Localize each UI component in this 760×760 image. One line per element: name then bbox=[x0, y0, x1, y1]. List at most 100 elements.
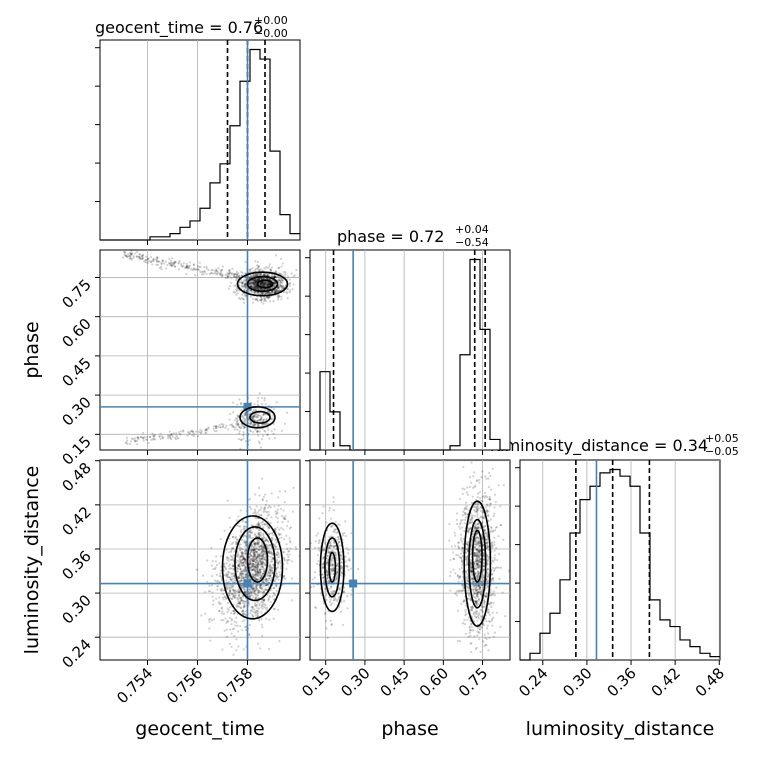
sample-point bbox=[217, 585, 220, 588]
sample-point bbox=[249, 529, 252, 532]
sample-point bbox=[468, 631, 471, 634]
sample-point bbox=[485, 644, 488, 647]
sample-point bbox=[251, 560, 254, 563]
sample-point bbox=[252, 560, 256, 563]
sample-point bbox=[274, 594, 277, 597]
sample-point bbox=[124, 254, 128, 258]
sample-point bbox=[239, 571, 242, 575]
sample-point bbox=[233, 596, 237, 599]
sample-point bbox=[468, 527, 471, 530]
sample-point bbox=[470, 650, 473, 654]
sample-point bbox=[225, 628, 228, 631]
sample-point bbox=[259, 299, 263, 302]
sample-point bbox=[254, 287, 257, 290]
sample-point bbox=[463, 529, 466, 533]
sample-point bbox=[256, 274, 260, 277]
sample-point bbox=[215, 585, 219, 588]
sample-point bbox=[252, 559, 255, 562]
sample-point bbox=[263, 598, 266, 602]
sample-point bbox=[125, 439, 129, 442]
sample-point bbox=[475, 547, 478, 551]
sample-point bbox=[275, 515, 278, 518]
sample-point bbox=[462, 538, 465, 541]
sample-point bbox=[502, 538, 505, 541]
sample-point bbox=[271, 570, 274, 573]
sample-point bbox=[237, 415, 240, 418]
sample-point bbox=[485, 512, 488, 515]
sample-point bbox=[473, 560, 476, 564]
sample-point bbox=[123, 253, 126, 256]
sample-point bbox=[258, 418, 261, 422]
sample-point bbox=[251, 560, 254, 563]
sample-point bbox=[464, 518, 467, 522]
sample-point bbox=[253, 552, 256, 555]
sample-point bbox=[258, 523, 261, 526]
sample-point bbox=[262, 418, 265, 422]
sample-point bbox=[220, 569, 223, 572]
sample-point bbox=[256, 565, 260, 568]
sample-point bbox=[461, 564, 464, 567]
sample-point bbox=[243, 605, 246, 608]
sample-point bbox=[236, 604, 239, 608]
sample-point bbox=[265, 588, 268, 591]
sample-point bbox=[252, 548, 255, 551]
sample-point bbox=[240, 572, 243, 575]
sample-point bbox=[277, 287, 280, 290]
y-phase-tick-label: 0.30 bbox=[58, 393, 94, 429]
sample-point bbox=[274, 552, 278, 555]
sample-point bbox=[262, 546, 265, 550]
sample-point bbox=[281, 520, 284, 524]
sample-point bbox=[243, 284, 246, 288]
sample-point bbox=[230, 623, 233, 626]
sample-point bbox=[258, 278, 261, 281]
sample-point bbox=[264, 291, 267, 294]
sample-point bbox=[271, 286, 274, 289]
sample-point bbox=[276, 295, 279, 298]
sample-point bbox=[136, 436, 140, 439]
sample-point bbox=[474, 564, 477, 567]
sample-point bbox=[269, 574, 272, 577]
sample-point bbox=[470, 570, 473, 573]
sample-point bbox=[487, 575, 490, 578]
sample-point bbox=[261, 298, 264, 301]
sample-point bbox=[478, 561, 481, 564]
sample-point bbox=[253, 415, 256, 419]
sample-point bbox=[254, 570, 257, 574]
sample-point bbox=[323, 613, 327, 616]
sample-point bbox=[278, 281, 281, 285]
sample-point bbox=[238, 574, 241, 577]
sample-point bbox=[462, 586, 465, 589]
sample-point bbox=[320, 573, 324, 576]
sample-point bbox=[274, 291, 277, 294]
sample-point bbox=[253, 290, 256, 294]
sample-point bbox=[255, 585, 258, 589]
sample-point bbox=[261, 523, 264, 526]
sample-point bbox=[332, 599, 335, 602]
sample-point bbox=[253, 279, 256, 282]
sample-point bbox=[249, 422, 252, 426]
sample-point bbox=[235, 538, 239, 542]
sample-point bbox=[255, 285, 259, 288]
sample-point bbox=[475, 479, 479, 482]
sample-point bbox=[253, 282, 256, 286]
sample-point bbox=[254, 573, 257, 576]
sample-point bbox=[225, 548, 228, 551]
sample-point bbox=[242, 525, 245, 528]
sample-point bbox=[136, 436, 139, 439]
sample-point bbox=[259, 531, 263, 534]
sample-point bbox=[254, 428, 257, 431]
sample-point bbox=[229, 591, 232, 594]
sample-point bbox=[269, 555, 272, 558]
sample-point bbox=[279, 278, 282, 282]
sample-point bbox=[239, 560, 242, 563]
sample-point bbox=[337, 541, 340, 544]
sample-point bbox=[473, 620, 476, 623]
sample-point bbox=[230, 423, 233, 426]
sample-point bbox=[480, 506, 483, 509]
sample-point bbox=[208, 620, 211, 624]
sample-point bbox=[257, 414, 260, 417]
sample-point bbox=[282, 517, 286, 520]
sample-point bbox=[463, 507, 467, 510]
sample-point bbox=[266, 539, 269, 542]
title-luminosity-distance: luminosity_distance = 0.34 bbox=[490, 436, 708, 456]
